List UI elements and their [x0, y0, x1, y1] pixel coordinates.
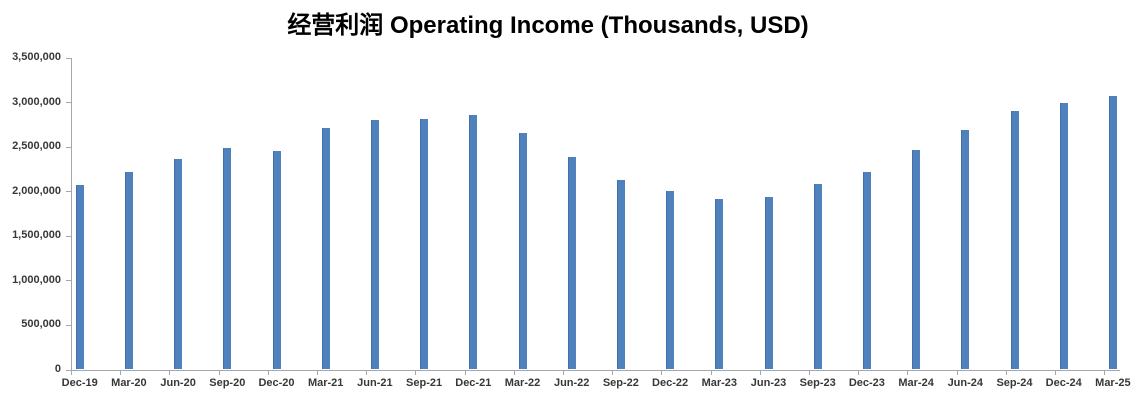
bar — [469, 114, 478, 370]
x-axis-tick — [317, 370, 318, 375]
x-axis-label: Mar-20 — [111, 376, 147, 389]
bar — [124, 172, 133, 370]
y-axis-label: 500,000 — [21, 318, 61, 331]
x-axis-label: Jun-24 — [947, 376, 984, 389]
x-axis-label: Sep-24 — [996, 376, 1033, 389]
x-axis-label: Mar-23 — [701, 376, 738, 389]
x-axis-tick — [956, 370, 958, 375]
y-axis-label: 3,000,000 — [12, 95, 61, 108]
x-axis-tick — [907, 370, 909, 375]
x-axis-label: Mar-24 — [898, 376, 934, 389]
y-axis-tick — [66, 57, 71, 59]
bar — [616, 179, 625, 370]
bar — [223, 148, 232, 370]
y-axis-label: 3,500,000 — [12, 51, 61, 63]
y-axis-tick — [66, 102, 71, 104]
bar — [321, 127, 330, 370]
x-axis-label: Jun-21 — [357, 376, 393, 389]
x-axis-tick — [71, 370, 72, 375]
x-axis-label: Mar-22 — [504, 376, 541, 389]
x-axis-tick — [218, 370, 220, 375]
x-axis-label: Sep-20 — [209, 376, 246, 389]
bar — [715, 199, 724, 370]
x-axis-label: Jun-23 — [750, 376, 787, 389]
x-axis-tick — [661, 370, 663, 375]
bar — [1108, 95, 1117, 370]
x-axis-label: Jun-20 — [160, 376, 196, 389]
x-axis-label: Sep-22 — [602, 376, 639, 389]
bar — [518, 133, 527, 370]
x-axis-label: Mar-21 — [307, 376, 344, 389]
x-axis-tick — [563, 370, 564, 375]
x-axis-label: Dec-19 — [61, 376, 98, 389]
x-axis-label: Sep-23 — [799, 376, 836, 389]
y-axis-label: 2,000,000 — [12, 184, 61, 197]
x-axis-label: Dec-24 — [1045, 376, 1082, 389]
x-axis-tick — [415, 370, 417, 375]
bar — [961, 129, 970, 370]
y-axis-tick — [66, 235, 71, 237]
x-axis-tick — [759, 370, 761, 375]
bar — [1010, 110, 1019, 370]
x-axis-tick — [1104, 370, 1106, 375]
x-axis-tick — [710, 370, 712, 375]
x-axis-tick — [809, 370, 810, 375]
y-axis-label: 1,000,000 — [12, 273, 61, 286]
bar — [1059, 102, 1068, 370]
bar — [567, 157, 576, 370]
y-axis-label: 2,500,000 — [12, 140, 61, 153]
x-axis-line — [71, 369, 1120, 371]
x-axis-tick — [612, 370, 614, 375]
y-axis-tick — [66, 280, 71, 282]
x-axis-label: Dec-23 — [848, 376, 885, 389]
x-axis-tick — [1005, 370, 1007, 375]
y-axis-label: 1,500,000 — [12, 229, 61, 242]
x-axis-tick — [1055, 370, 1056, 375]
bar — [272, 151, 281, 370]
bar — [174, 159, 183, 370]
y-axis-label: 0 — [54, 363, 61, 375]
x-axis-tick — [513, 370, 515, 375]
x-axis-label: Mar-25 — [1095, 376, 1131, 389]
x-axis-tick — [366, 370, 368, 375]
x-axis-label: Sep-21 — [406, 376, 443, 389]
x-axis-label: Jun-22 — [553, 376, 590, 389]
bar — [370, 119, 379, 370]
bar — [75, 184, 84, 370]
x-axis-tick — [169, 370, 171, 375]
y-axis-tick — [66, 369, 71, 371]
x-axis-tick — [120, 370, 122, 375]
x-axis-tick — [267, 370, 269, 375]
chart-title: 经营利润 Operating Income (Thousands, USD) — [287, 12, 809, 39]
bar — [813, 184, 822, 370]
bar — [912, 150, 921, 370]
y-axis-line — [71, 57, 72, 371]
y-axis-tick — [66, 324, 71, 326]
bar — [420, 119, 429, 370]
bar — [764, 197, 773, 370]
x-axis-label: Dec-20 — [258, 376, 295, 389]
x-axis-tick — [464, 370, 466, 375]
bar — [862, 171, 871, 370]
x-axis-tick — [858, 370, 860, 375]
x-axis-label: Dec-21 — [455, 376, 492, 389]
bar — [666, 191, 675, 370]
y-axis-tick — [66, 191, 71, 193]
x-axis-label: Dec-22 — [652, 376, 689, 389]
y-axis-tick — [66, 146, 71, 148]
